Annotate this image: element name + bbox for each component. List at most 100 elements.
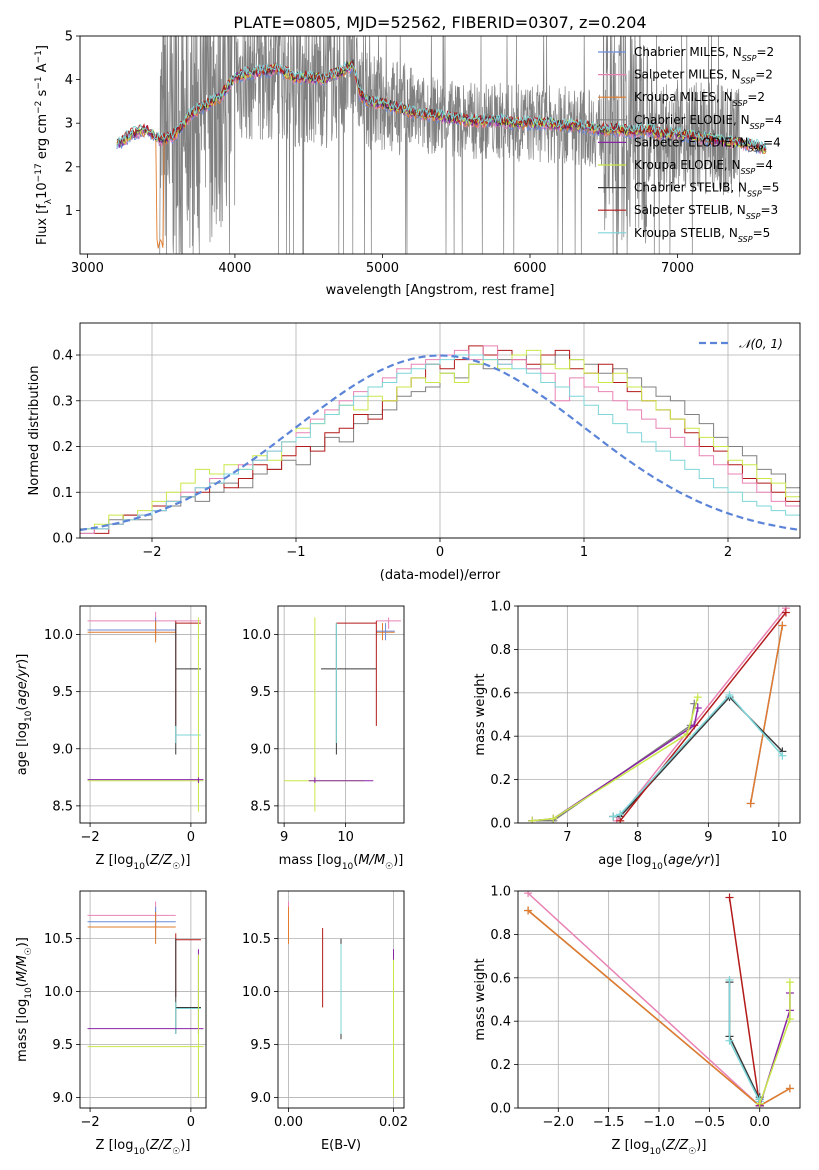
tick-label-y: 2 bbox=[65, 160, 73, 175]
weight-line-5 bbox=[532, 696, 699, 822]
legend-label: Kroupa MILES, NSSP=2 bbox=[634, 90, 765, 108]
tick-label-y: 9.5 bbox=[250, 1038, 271, 1053]
legend-subscript: SSP bbox=[748, 144, 763, 153]
panel-spectrum: 3000 4000 5000 6000 7000 1 2 3 4 5 wavelength [Ang… bbox=[34, 30, 801, 298]
label-part: )] bbox=[393, 853, 403, 868]
label-part: ] bbox=[35, 45, 50, 50]
tick-label-x: 1 bbox=[580, 545, 588, 560]
label-part: age/yr bbox=[668, 853, 711, 868]
tick-label-y: 0.4 bbox=[490, 730, 511, 745]
label-part: )] bbox=[710, 853, 720, 868]
tick-label-y: 0.4 bbox=[52, 349, 73, 364]
weight-line-2 bbox=[749, 625, 784, 804]
label-part: erg cm bbox=[35, 114, 50, 163]
label-part: M/M bbox=[15, 955, 30, 982]
y-axis-label: mass weight bbox=[473, 673, 488, 755]
tick-label-x: 0 bbox=[187, 1115, 195, 1130]
legend-text: Kroupa STELIB, N bbox=[634, 226, 738, 240]
legend-text: Kroupa ELODIE, N bbox=[634, 158, 741, 172]
legend-suffix: =2 bbox=[756, 45, 774, 59]
axes-frame bbox=[79, 890, 207, 1109]
tick-label-y: 0.2 bbox=[490, 1058, 511, 1073]
label-part: )] bbox=[15, 654, 30, 664]
label-part: age [log bbox=[598, 853, 651, 868]
label-part: 10 bbox=[24, 710, 34, 722]
legend-subscript: SSP bbox=[750, 121, 765, 130]
label-part: s bbox=[35, 89, 50, 100]
label-part: −1 bbox=[34, 50, 44, 63]
tick-label-y: 0.8 bbox=[490, 928, 511, 943]
x-axis-label: (data-model)/error bbox=[380, 568, 501, 583]
weight-line-8 bbox=[612, 693, 783, 818]
weight-line-3 bbox=[728, 897, 761, 1106]
tick-label-y: 10.5 bbox=[242, 932, 271, 947]
legend-label: 𝒩(0, 1) bbox=[739, 337, 783, 351]
legend-label: Salpeter ELODIE, NSSP=4 bbox=[634, 135, 781, 153]
figure-title: PLATE=0805, MJD=52562, FIBERID=0307, z=0… bbox=[233, 13, 646, 32]
legend-subscript: SSP bbox=[742, 54, 757, 63]
label-part: 10 bbox=[342, 862, 354, 872]
label-part: )] bbox=[696, 1138, 706, 1153]
label-part: 10 bbox=[133, 862, 145, 872]
tick-label-y: 9.0 bbox=[52, 742, 73, 757]
plot-area-mass_vs_Z bbox=[87, 901, 204, 1098]
legend-subscript: SSP bbox=[741, 167, 756, 176]
legend-label: Chabrier ELODIE, NSSP=4 bbox=[634, 113, 782, 131]
y-axis-label: age [log10(age/yr)] bbox=[15, 654, 34, 776]
panel-residuals: −2 −1 0 1 2 0.0 0.1 0.2 0.3 0.4 (data-model)/error… bbox=[27, 322, 801, 583]
tick-label-x: 9 bbox=[704, 830, 712, 845]
x-axis-label: Z [log10(Z/Z☉)] bbox=[96, 853, 191, 872]
label-part: ☉ bbox=[24, 947, 34, 955]
label-part: ☉ bbox=[172, 1147, 180, 1157]
tick-label-x: −2.0 bbox=[542, 1115, 574, 1130]
label-part: wavelength [Angstrom, rest frame] bbox=[326, 283, 555, 298]
label-part: ( bbox=[15, 706, 30, 711]
tick-label-x: 3000 bbox=[71, 261, 104, 276]
label-part: ☉ bbox=[385, 862, 393, 872]
label-part: 10 bbox=[651, 862, 663, 872]
legend-label: Chabrier STELIB, NSSP=5 bbox=[634, 181, 779, 199]
tick-label-y: 0.4 bbox=[490, 1015, 511, 1030]
tick-label-y: 0.2 bbox=[490, 773, 511, 788]
label-part: ( bbox=[15, 982, 30, 987]
plot-area-residuals bbox=[80, 345, 800, 534]
weight-line-0 bbox=[616, 607, 787, 822]
tick-label-y: 1.0 bbox=[490, 600, 511, 615]
tick-label-y: 9.5 bbox=[250, 685, 271, 700]
panel-age_vs_Z: −2 08.59.09.510.0Z [log10(Z/Z☉)]age [log1… bbox=[15, 605, 207, 872]
tick-label-y: 9.5 bbox=[52, 685, 73, 700]
weight-line-7 bbox=[758, 982, 791, 1104]
weight-line-4 bbox=[532, 707, 699, 822]
tick-label-y: 10.0 bbox=[242, 985, 271, 1000]
tick-label-x: 0 bbox=[436, 545, 444, 560]
legend-label: Kroupa STELIB, NSSP=5 bbox=[634, 226, 770, 244]
y-axis-label: Normed distribution bbox=[27, 366, 42, 496]
tick-label-x: −0.5 bbox=[694, 1115, 726, 1130]
tick-label-y: 0.0 bbox=[490, 1102, 511, 1117]
x-axis-label: age [log10(age/yr)] bbox=[598, 853, 720, 872]
panel-weight_vs_Z: −2.0 −1.5 −1.0 −0.5 0.0 0.0 0.2 0.4 0.6 0.8 1.0 mas… bbox=[473, 885, 801, 1157]
x-axis-label: Z [log10(Z/Z☉)] bbox=[96, 1138, 191, 1157]
legend-subscript: SSP bbox=[747, 189, 762, 198]
axes-frame bbox=[277, 605, 405, 824]
tick-label-y: 10.0 bbox=[44, 985, 73, 1000]
panel-mass_vs_ebv: 0.00 0.02 9.0 9.5 10.0 10.5 E(B-V) bbox=[242, 890, 408, 1153]
label-part: 10 bbox=[24, 987, 34, 999]
legend-subscript: SSP bbox=[741, 76, 756, 85]
tick-label-y: 10.0 bbox=[242, 628, 271, 643]
label-part: ( bbox=[663, 853, 668, 868]
label-part: A bbox=[35, 63, 50, 76]
y-axis-label: mass [log10(M/M☉)] bbox=[15, 937, 34, 1062]
label-part: Z [log bbox=[612, 1138, 650, 1153]
label-part: ( bbox=[145, 1138, 150, 1153]
model-spectrum-7 bbox=[116, 60, 767, 152]
tick-label-x: 2 bbox=[724, 545, 732, 560]
x-axis-label: wavelength [Angstrom, rest frame] bbox=[326, 283, 555, 298]
tick-label-y: 5 bbox=[65, 30, 73, 45]
legend-suffix: =2 bbox=[747, 90, 765, 104]
label-part: ( bbox=[145, 853, 150, 868]
label-part: )] bbox=[15, 937, 30, 947]
